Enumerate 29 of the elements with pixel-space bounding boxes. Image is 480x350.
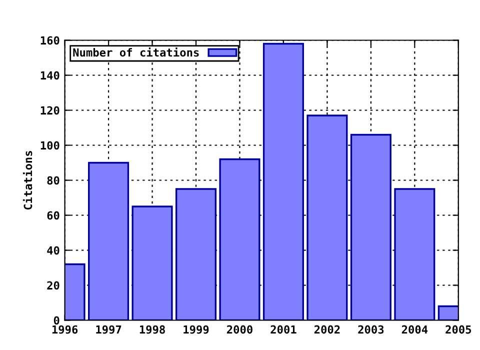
y-tick-label: 140 [40,71,60,80]
bar [350,134,392,320]
y-tick-label: 160 [40,36,60,45]
x-tick-label: 1999 [184,325,209,334]
x-tick-label: 2000 [226,325,252,334]
x-tick-label: 2004 [402,325,428,334]
y-tick-label: 120 [40,106,60,115]
bar [219,158,260,320]
y-tick-label: 80 [47,176,60,185]
x-tick-label: 2005 [446,325,472,334]
bar [175,188,217,320]
x-tick-label: 1997 [96,325,122,334]
bar [88,162,130,320]
y-tick-label: 60 [47,211,60,220]
x-tick-label: 1998 [140,325,165,334]
y-tick-label: 100 [40,141,60,150]
x-tick-label: 1996 [52,325,78,334]
bar [394,188,436,320]
x-tick-label: 2003 [358,325,384,334]
y-tick-label: 0 [54,316,60,325]
x-tick-label: 2002 [314,325,340,334]
x-tick-label: 2001 [270,325,296,334]
bar [262,42,304,320]
y-axis-title: Citations [22,151,32,210]
bar [306,114,348,320]
y-tick-label: 20 [47,281,60,290]
y-tick-label: 40 [47,246,60,255]
legend-label: Number of citations [73,47,199,57]
bar [132,206,173,320]
